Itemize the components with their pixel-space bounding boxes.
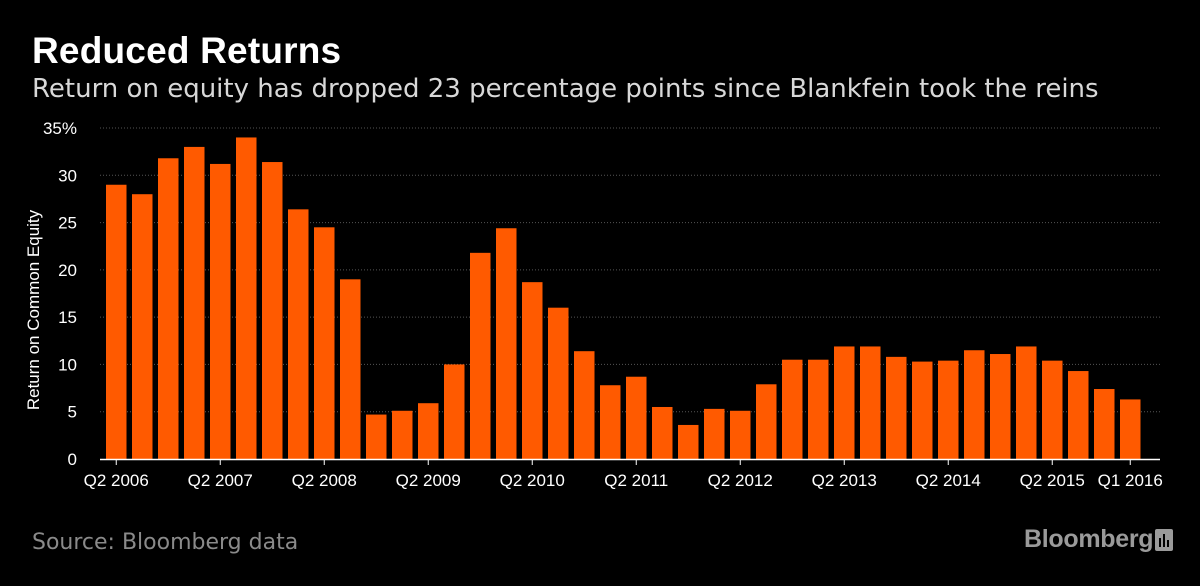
x-tick-label: Q2 2015 <box>1020 471 1085 490</box>
bar <box>1094 389 1115 459</box>
bar <box>704 408 725 459</box>
bar <box>652 406 673 459</box>
bar <box>106 184 127 459</box>
bar <box>1042 360 1063 459</box>
bar <box>938 360 959 459</box>
bar <box>210 163 231 460</box>
bar <box>964 350 985 459</box>
bar <box>340 279 361 459</box>
bar <box>990 354 1011 459</box>
bar <box>522 282 543 459</box>
x-tick-label: Q2 2008 <box>292 471 357 490</box>
x-tick-label: Q2 2012 <box>708 471 773 490</box>
bar <box>288 209 309 459</box>
x-tick-label: Q1 2016 <box>1098 471 1163 490</box>
x-tick-label: Q2 2009 <box>396 471 461 490</box>
bloomberg-logo: Bloomberg <box>1024 525 1154 553</box>
y-tick-label: 25 <box>58 214 77 233</box>
y-tick-label: 30 <box>58 166 77 185</box>
bar <box>158 158 179 459</box>
chart-subtitle: Return on equity has dropped 23 percenta… <box>32 74 1099 104</box>
bar <box>1120 399 1141 459</box>
bar <box>314 227 335 459</box>
bar <box>1016 346 1037 459</box>
x-tick-label: Q2 2010 <box>500 471 565 490</box>
chart-title: Reduced Returns <box>32 30 342 71</box>
bar <box>678 424 699 459</box>
x-tick-label: Q2 2006 <box>84 471 149 490</box>
bar <box>444 364 465 459</box>
bar <box>132 194 153 459</box>
bar <box>912 361 933 459</box>
bar <box>1068 371 1089 459</box>
bar <box>184 146 205 459</box>
bar <box>808 359 829 459</box>
bar <box>600 385 621 459</box>
y-tick-label: 15 <box>58 308 77 327</box>
y-tick-label: 20 <box>58 261 77 280</box>
bar <box>860 346 881 459</box>
bar <box>418 403 439 459</box>
x-tick-label: Q2 2014 <box>916 471 981 490</box>
bar <box>392 410 413 459</box>
bar <box>236 137 257 459</box>
bar <box>470 252 491 459</box>
bar <box>782 359 803 459</box>
x-tick-label: Q2 2007 <box>188 471 253 490</box>
bar <box>834 346 855 459</box>
bloomberg-chart-icon <box>1155 529 1173 551</box>
x-tick-label: Q2 2013 <box>812 471 877 490</box>
bar <box>626 376 647 459</box>
bar <box>574 351 595 459</box>
y-tick-label: 5 <box>68 403 77 422</box>
axes: 0 5 10 15 20 25 30 35% Q2 2006 Q2 2007 Q2 2008 Q2 2… <box>43 119 1163 490</box>
bar <box>548 307 569 459</box>
bar <box>366 414 387 459</box>
bar <box>496 228 517 459</box>
y-tick-label: 35% <box>43 119 77 138</box>
bar <box>262 162 283 459</box>
y-axis-label: Return on Common Equity <box>24 209 43 410</box>
y-tick-label: 0 <box>68 450 77 469</box>
bar <box>756 384 777 459</box>
bar <box>886 356 907 459</box>
bar-series <box>106 137 1141 460</box>
bar <box>730 410 751 459</box>
x-tick-label: Q2 2011 <box>604 471 668 490</box>
y-tick-label: 10 <box>58 355 77 374</box>
source-note: Source: Bloomberg data <box>32 530 299 555</box>
